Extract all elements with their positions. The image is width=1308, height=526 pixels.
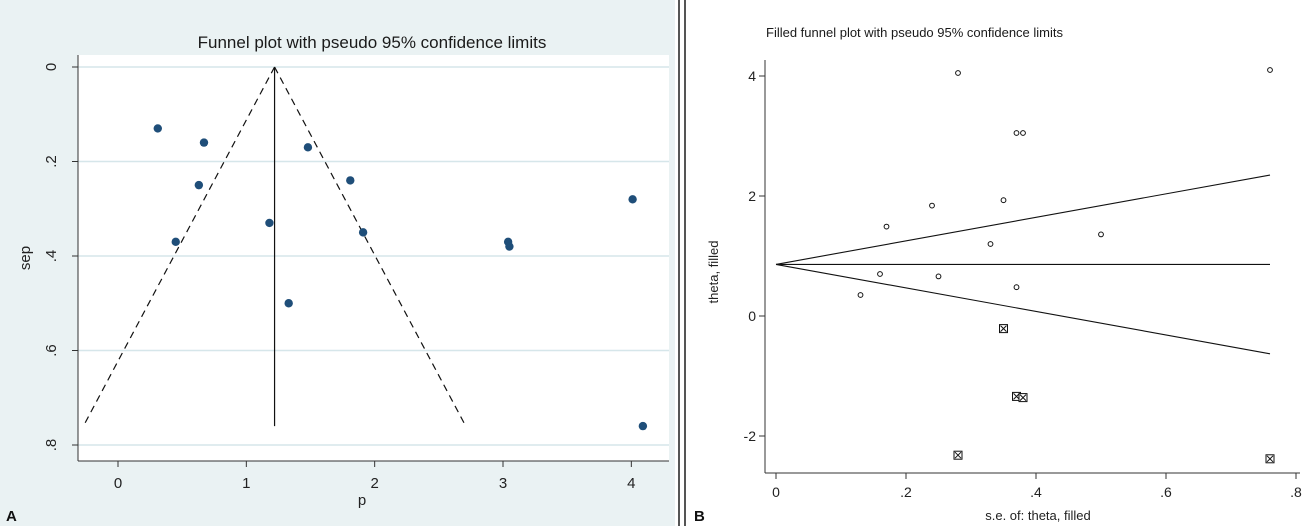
panel-b-observed-point: [857, 292, 864, 298]
panel-b-observed-point: [1013, 130, 1020, 136]
panel-b-xtick-label: .8: [1290, 484, 1302, 500]
panel-b-observed-point: [1000, 197, 1007, 204]
panel-a-point: [358, 228, 368, 237]
panel-a-xtick-label: 2: [370, 475, 378, 492]
panel-b-xtick-label: 0: [772, 484, 780, 500]
panel-a-ytick-label: .2: [43, 155, 60, 168]
panel-b-title: Filled funnel plot with pseudo 95% confi…: [766, 25, 1064, 40]
panel-a-ytick-label: .6: [43, 344, 60, 357]
panel-b-observed-point: [1098, 231, 1104, 238]
panel-a-xtick-label: 4: [627, 475, 635, 492]
panel-b-observed-point: [987, 241, 994, 247]
panel-b-observed-point: [1020, 130, 1026, 136]
panel-a-point: [199, 138, 209, 147]
panel-b-observed-point: [955, 70, 961, 76]
panel-a-points: [153, 124, 648, 431]
panel-b-filled-point: [999, 324, 1008, 334]
panel-b-filled-point: [1265, 454, 1275, 464]
panel-b-xtick-label: .2: [900, 484, 912, 500]
panel-divider-right: [684, 0, 686, 526]
panel-a-ylabel: sep: [17, 246, 34, 270]
panel-label-a: A: [6, 508, 17, 525]
panel-b-observed-point: [1013, 284, 1020, 291]
panel-b-tick-labels: -2 0 2 4 0 .2 .4 .6 .8: [744, 68, 1302, 500]
panel-b-filled-point: [953, 450, 963, 460]
panel-b-ytick-label: 0: [748, 308, 756, 324]
panel-a-point: [628, 195, 637, 204]
panel-b-filled-point: [1018, 393, 1028, 403]
panel-a-point: [346, 176, 355, 185]
panel-a-lower-limit: [82, 66, 276, 427]
panel-a-ytick-label: .4: [43, 250, 60, 263]
panel-a-funnel-lines: [82, 66, 467, 427]
panel-b-xtick-label: .4: [1030, 484, 1042, 500]
panel-a-point: [265, 218, 274, 228]
panel-b-ytick-label: -2: [744, 428, 757, 444]
panel-a-point: [505, 242, 514, 251]
panel-b-axes: [759, 60, 1300, 479]
panel-divider-left: [678, 0, 680, 526]
panel-b-background: [690, 0, 1308, 526]
panel-b-xlabel: s.e. of: theta, filled: [985, 508, 1091, 523]
panel-a-title: Funnel plot with pseudo 95% confidence l…: [198, 33, 547, 52]
panel-a-plot-region: [78, 55, 669, 461]
panel-b-ytick-label: 2: [748, 188, 756, 204]
panel-a-xtick-label: 0: [114, 475, 122, 492]
panel-b-upper-limit: [775, 174, 1271, 265]
panel-a-point: [171, 237, 180, 247]
panel-b-lower-limit: [775, 263, 1271, 355]
panel-b-points: [857, 67, 1275, 464]
panel-label-b: B: [694, 508, 705, 525]
panel-a-point: [153, 124, 162, 133]
panel-b-funnel-lines: [775, 174, 1271, 355]
panel-b-ylabel: theta, filled: [706, 241, 721, 304]
panel-b-observed-point: [929, 202, 935, 209]
panel-a-point: [284, 299, 293, 308]
panel-b-observed-point: [883, 223, 890, 230]
panel-a-xlabel: p: [358, 492, 366, 509]
panel-b-xtick-label: .6: [1160, 484, 1172, 500]
panel-b-observed-point: [935, 273, 942, 280]
panel-a-axes: [72, 55, 669, 467]
panel-a-ytick-label: 0: [43, 63, 60, 71]
panel-b-ytick-label: 4: [748, 68, 756, 84]
panel-a-xtick-label: 1: [242, 475, 250, 492]
panel-b-observed-point: [877, 271, 883, 277]
panel-a-xtick-label: 3: [499, 475, 507, 492]
panel-a-point: [638, 421, 648, 431]
panel-a-point: [303, 143, 313, 152]
panel-b-observed-point: [1267, 67, 1273, 73]
panel-a-ytick-label: .8: [43, 439, 60, 452]
panel-a-point: [194, 180, 204, 190]
panel-a-gridlines: [78, 66, 669, 446]
panel-a-tick-labels: 0 .2 .4 .6 .8 0 1 2 3 4: [43, 63, 636, 492]
panel-a-upper-limit: [274, 66, 467, 427]
